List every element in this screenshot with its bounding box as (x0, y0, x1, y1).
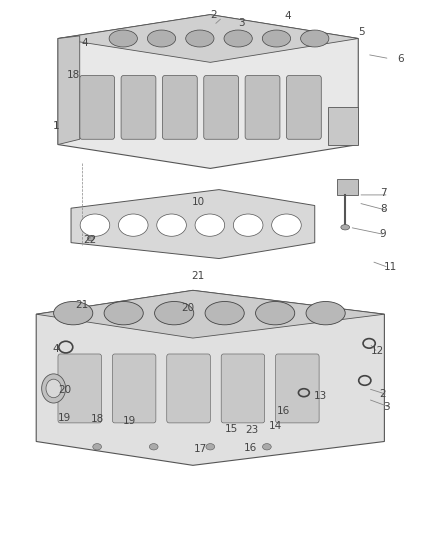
Ellipse shape (42, 374, 66, 403)
FancyBboxPatch shape (221, 354, 265, 423)
Polygon shape (36, 290, 385, 465)
Polygon shape (71, 190, 315, 259)
Ellipse shape (233, 214, 263, 236)
Polygon shape (58, 36, 80, 144)
FancyBboxPatch shape (286, 76, 321, 139)
Ellipse shape (206, 443, 215, 450)
Ellipse shape (157, 214, 186, 236)
Text: 4: 4 (82, 38, 88, 48)
Text: 19: 19 (123, 416, 136, 426)
Text: 21: 21 (75, 300, 88, 310)
Ellipse shape (155, 302, 194, 325)
Text: 6: 6 (397, 54, 404, 63)
Ellipse shape (195, 214, 225, 236)
Text: 20: 20 (58, 384, 71, 394)
FancyBboxPatch shape (58, 354, 102, 423)
FancyBboxPatch shape (113, 354, 156, 423)
Polygon shape (328, 108, 358, 144)
Ellipse shape (53, 302, 93, 325)
Text: 19: 19 (58, 413, 71, 423)
Ellipse shape (341, 224, 350, 230)
Text: 23: 23 (245, 425, 258, 435)
Text: 16: 16 (277, 406, 290, 416)
Text: 18: 18 (91, 414, 104, 424)
Text: 2: 2 (211, 10, 217, 20)
Text: 15: 15 (225, 424, 238, 434)
Text: 11: 11 (384, 262, 397, 271)
Text: 10: 10 (191, 197, 205, 207)
FancyBboxPatch shape (167, 354, 210, 423)
Text: 16: 16 (244, 443, 257, 453)
Ellipse shape (148, 30, 176, 47)
Ellipse shape (224, 30, 252, 47)
Text: 21: 21 (191, 271, 205, 280)
Ellipse shape (306, 302, 345, 325)
Ellipse shape (272, 214, 301, 236)
Ellipse shape (87, 236, 94, 241)
Ellipse shape (93, 443, 102, 450)
Text: 5: 5 (358, 27, 365, 37)
Text: 12: 12 (371, 346, 384, 357)
Text: 3: 3 (239, 18, 245, 28)
Ellipse shape (205, 302, 244, 325)
Ellipse shape (104, 302, 143, 325)
Ellipse shape (186, 30, 214, 47)
Text: 13: 13 (314, 391, 327, 401)
Text: 14: 14 (269, 421, 282, 431)
Text: 18: 18 (67, 70, 80, 79)
FancyBboxPatch shape (245, 76, 280, 139)
Text: 17: 17 (194, 445, 207, 455)
FancyBboxPatch shape (121, 76, 156, 139)
Ellipse shape (300, 30, 329, 47)
Text: 20: 20 (181, 303, 194, 313)
Ellipse shape (80, 214, 110, 236)
Text: 22: 22 (83, 235, 96, 245)
Ellipse shape (255, 302, 295, 325)
Text: 1: 1 (53, 121, 60, 131)
Text: 3: 3 (384, 402, 390, 412)
Polygon shape (58, 14, 358, 168)
Text: 9: 9 (379, 229, 386, 239)
Polygon shape (336, 179, 358, 195)
Text: 8: 8 (380, 204, 387, 214)
FancyBboxPatch shape (162, 76, 197, 139)
FancyBboxPatch shape (204, 76, 239, 139)
Ellipse shape (46, 379, 61, 398)
Ellipse shape (109, 30, 138, 47)
Text: 4: 4 (53, 344, 60, 354)
Ellipse shape (118, 214, 148, 236)
Text: 4: 4 (284, 11, 291, 21)
Polygon shape (58, 14, 358, 62)
Ellipse shape (149, 443, 158, 450)
Polygon shape (36, 290, 385, 338)
FancyBboxPatch shape (80, 76, 115, 139)
Text: 7: 7 (380, 188, 387, 198)
Ellipse shape (262, 30, 290, 47)
FancyBboxPatch shape (276, 354, 319, 423)
Text: 2: 2 (379, 389, 386, 399)
Ellipse shape (262, 443, 271, 450)
